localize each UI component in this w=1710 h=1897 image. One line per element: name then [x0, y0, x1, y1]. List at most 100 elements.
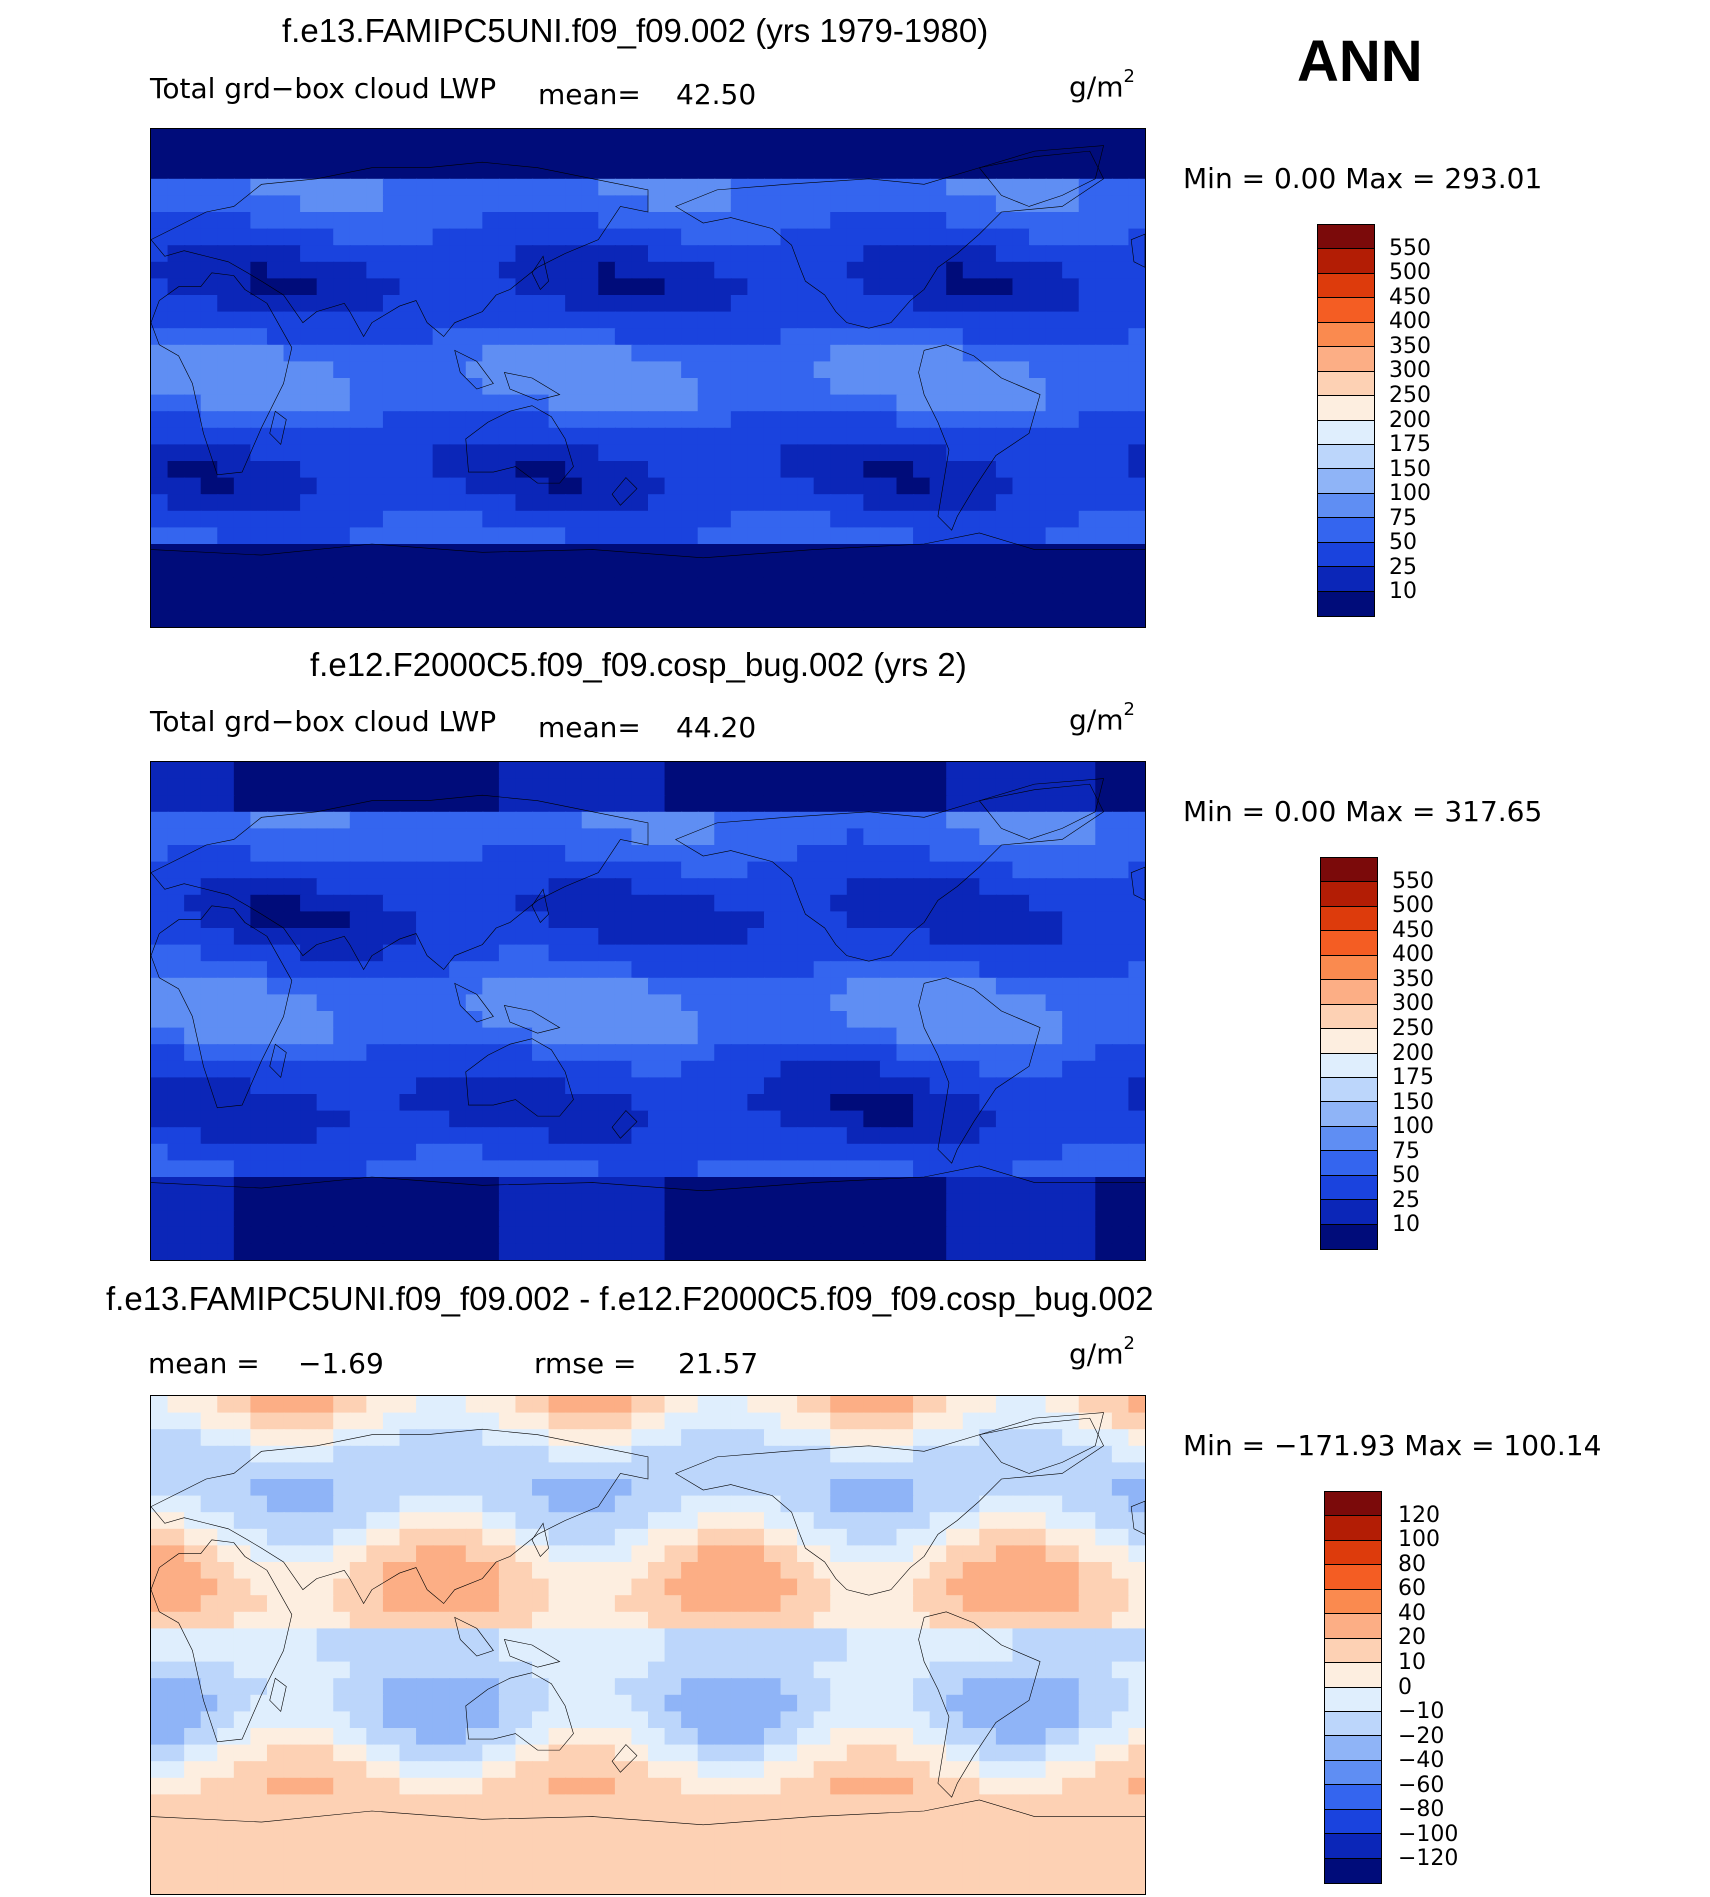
field-cell	[266, 1011, 285, 1029]
field-cell	[250, 178, 269, 197]
colorbar-tick-label: 10	[1389, 579, 1417, 605]
field-cell	[631, 178, 650, 197]
field-cell	[482, 1462, 501, 1481]
field-cell	[349, 129, 368, 147]
field-cell	[813, 1678, 832, 1696]
field-cell	[266, 977, 285, 996]
field-cell	[929, 1094, 948, 1112]
field-cell	[266, 1396, 285, 1414]
field-cell	[316, 1578, 335, 1597]
field-cell	[266, 212, 285, 230]
field-cell	[498, 411, 517, 429]
field-cell	[1012, 610, 1031, 627]
field-cell	[995, 1678, 1014, 1696]
field-cell	[797, 1077, 815, 1096]
field-cell	[681, 1110, 699, 1129]
field-cell	[830, 778, 848, 797]
field-cell	[581, 1412, 600, 1431]
field-cell	[548, 845, 567, 863]
field-cell	[399, 1396, 418, 1414]
field-cell	[399, 1160, 418, 1179]
field-cell	[1029, 394, 1047, 413]
field-cell	[697, 361, 716, 380]
field-cell	[879, 560, 898, 579]
field-cell	[449, 178, 467, 197]
field-cell	[515, 1412, 534, 1431]
field-cell	[283, 1578, 302, 1597]
field-cell	[1029, 1193, 1047, 1212]
field-cell	[1012, 1562, 1031, 1580]
field-cell	[515, 394, 534, 413]
field-cell	[416, 278, 434, 297]
field-cell	[913, 1243, 931, 1260]
field-cell	[167, 894, 186, 913]
field-cell	[780, 1728, 799, 1746]
field-cell	[714, 195, 732, 214]
field-cell	[946, 1479, 964, 1497]
field-cell	[995, 961, 1014, 979]
field-cell	[449, 394, 467, 413]
field-cell	[266, 1628, 285, 1647]
field-cell	[548, 1545, 567, 1564]
field-cell	[648, 444, 666, 463]
field-cell	[648, 1060, 666, 1079]
field-cell	[648, 145, 666, 164]
field-cell	[946, 593, 964, 612]
field-cell	[200, 828, 219, 847]
field-cell	[913, 1628, 931, 1647]
field-cell	[366, 1396, 385, 1414]
field-cell	[250, 1512, 269, 1530]
field-cell	[399, 1562, 418, 1580]
colorbar-tick-label: 75	[1389, 505, 1417, 531]
field-cell	[664, 444, 683, 463]
field-cell	[1095, 1611, 1113, 1630]
field-cell	[780, 394, 799, 413]
field-cell	[416, 845, 434, 863]
field-cell	[1095, 928, 1113, 946]
field-cell	[366, 1661, 385, 1680]
field-cell	[300, 311, 318, 330]
field-cell	[730, 344, 749, 363]
field-cell	[896, 560, 915, 579]
field-cell	[200, 811, 219, 830]
field-cell	[747, 510, 766, 529]
field-cell	[151, 1077, 169, 1096]
field-cell	[780, 1661, 799, 1680]
field-cell	[648, 1110, 666, 1129]
field-cell	[681, 1210, 699, 1228]
field-cell	[416, 944, 434, 963]
field-cell	[730, 1595, 749, 1613]
field-cell	[598, 1578, 616, 1597]
field-cell	[946, 961, 964, 979]
field-cell	[233, 510, 252, 529]
field-cell	[1062, 1512, 1080, 1530]
field-cell	[316, 1744, 335, 1763]
field-cell	[449, 444, 467, 463]
field-cell	[929, 1210, 948, 1228]
field-cell	[714, 1611, 732, 1630]
field-cell	[449, 328, 467, 346]
field-cell	[283, 928, 302, 946]
field-cell	[1111, 1094, 1130, 1112]
field-cell	[1111, 1177, 1130, 1195]
field-cell	[863, 1077, 882, 1096]
colorbar-cell	[1321, 1102, 1377, 1127]
field-cell	[366, 1077, 385, 1096]
field-cell	[1012, 1512, 1031, 1530]
field-cell	[300, 1060, 318, 1079]
field-cell	[763, 1728, 782, 1746]
field-cell	[366, 411, 385, 429]
field-cell	[233, 477, 252, 496]
field-cell	[879, 1479, 898, 1497]
field-cell	[846, 1143, 865, 1162]
field-cell	[797, 1545, 815, 1564]
field-cell	[1012, 1479, 1031, 1497]
field-cell	[1062, 593, 1080, 612]
field-cell	[399, 961, 418, 979]
field-cell	[498, 510, 517, 529]
field-cell	[913, 878, 931, 896]
field-cell	[664, 195, 683, 214]
field-cell	[465, 795, 484, 813]
field-cell	[316, 778, 335, 797]
field-cell	[946, 311, 964, 330]
